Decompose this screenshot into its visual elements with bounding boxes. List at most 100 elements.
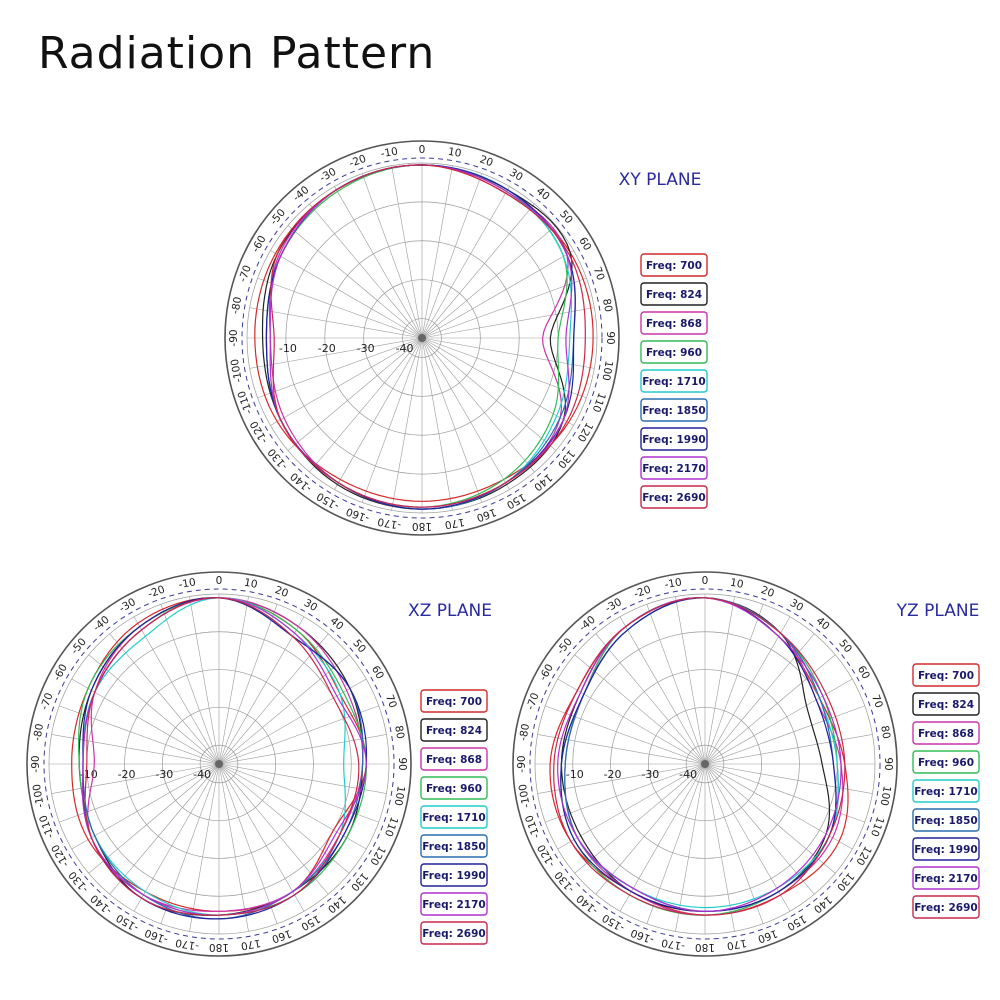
center-hub	[701, 760, 709, 768]
legend-label: Freq: 2170	[914, 873, 977, 885]
angle-tick-label: 70	[591, 265, 607, 282]
outer-ring	[224, 140, 620, 536]
legend-box	[420, 776, 488, 800]
grid-spoke	[160, 763, 220, 924]
legend-box	[640, 340, 708, 364]
angle-tick-label: 180	[412, 520, 432, 532]
grid-spoke	[257, 277, 423, 339]
outer-ring	[26, 571, 412, 957]
grid-spoke	[270, 250, 423, 339]
series-line	[553, 597, 846, 916]
legend-box	[640, 253, 708, 277]
grid-spoke	[270, 337, 423, 426]
angle-tick-label: 180	[695, 941, 715, 953]
legend-box	[640, 456, 708, 480]
grid-spoke	[59, 705, 220, 765]
legend-box	[912, 779, 980, 803]
grid-spoke	[189, 763, 220, 932]
angle-tick-label: -150	[315, 490, 342, 512]
angle-tick-label: 20	[478, 153, 495, 169]
legend-label: Freq: 1990	[642, 434, 705, 446]
grid-spoke	[646, 604, 706, 765]
angle-tick-label: 120	[367, 844, 387, 867]
angle-tick-label: 140	[531, 471, 554, 493]
legend-label: Freq: 1710	[642, 376, 705, 388]
grid-spoke	[421, 337, 510, 490]
radial-tick-label: -30	[641, 768, 659, 781]
angle-tick-label: 70	[383, 693, 399, 710]
angle-tick-label: 180	[209, 941, 229, 953]
series-line	[564, 597, 840, 909]
legend-label: Freq: 2690	[642, 492, 705, 504]
legend-box	[420, 805, 488, 829]
grid-spoke	[218, 763, 367, 850]
radial-tick-label: -20	[118, 768, 136, 781]
angle-tick-label: -70	[237, 264, 254, 284]
legend-box	[640, 311, 708, 335]
grid-spoke	[421, 337, 595, 369]
legend-label: Freq: 824	[918, 699, 974, 711]
grid-spoke	[421, 186, 510, 339]
legend-box	[640, 282, 708, 306]
legend-label: Freq: 1850	[642, 405, 705, 417]
radial-tick-label: -40	[679, 768, 697, 781]
grid-spoke	[421, 337, 557, 451]
grid-spoke	[421, 165, 453, 339]
legend-box	[420, 834, 488, 858]
angle-tick-label: 100	[599, 360, 614, 382]
angle-tick-label: 60	[576, 235, 593, 253]
angle-tick-label: 170	[240, 937, 262, 952]
legend-box	[912, 721, 980, 745]
grid-spoke	[421, 337, 535, 473]
legend-label: Freq: 2690	[914, 902, 977, 914]
legend-box	[420, 747, 488, 771]
angle-tick-label: -80	[517, 723, 532, 742]
series-line	[270, 164, 586, 508]
angle-tick-label: -90	[516, 755, 528, 772]
legend-box	[912, 866, 980, 890]
legend-box	[912, 837, 980, 861]
grid-spoke	[71, 678, 220, 765]
grid-spoke	[704, 763, 853, 850]
angle-tick-label: 130	[348, 870, 370, 893]
grid-spoke	[218, 596, 249, 765]
center-hub	[418, 334, 426, 342]
angle-tick-label: 0	[419, 144, 426, 156]
angle-tick-label: -80	[229, 296, 244, 315]
legend-label: Freq: 1710	[422, 812, 485, 824]
grid-spoke	[218, 763, 305, 912]
angle-tick-label: 80	[600, 298, 614, 313]
grid-spoke	[545, 763, 706, 823]
grid-spoke	[109, 763, 220, 895]
angle-tick-label: -10	[664, 576, 683, 591]
angle-tick-label: -100	[229, 358, 245, 384]
series-line	[560, 597, 837, 912]
reference-ring	[43, 588, 395, 940]
grid-spoke	[619, 616, 706, 765]
grid-spoke	[421, 173, 483, 339]
legend-label: Freq: 2170	[422, 899, 485, 911]
grid-spoke	[249, 337, 423, 369]
radial-tick-label: -20	[604, 768, 622, 781]
radial-tick-label: -20	[318, 342, 336, 355]
grid-spoke	[218, 763, 249, 932]
angle-tick-label: 100	[878, 785, 893, 807]
grid-circle	[647, 706, 763, 822]
grid-spoke	[704, 734, 873, 765]
legend-box	[912, 663, 980, 687]
legend-label: Freq: 1850	[914, 815, 977, 827]
angle-tick-label: -40	[577, 614, 598, 634]
legend-box	[640, 485, 708, 509]
grid-spoke	[361, 173, 423, 339]
angle-tick-label: 30	[507, 167, 525, 184]
angle-tick-label: 10	[447, 146, 462, 160]
grid-spoke	[334, 337, 423, 490]
grid-spoke	[334, 186, 423, 339]
plane-title: XY PLANE	[619, 170, 702, 190]
grid-spoke	[421, 225, 557, 339]
angle-tick-label: -150	[600, 911, 627, 933]
grid-spoke	[704, 654, 836, 765]
series-line	[82, 597, 368, 920]
legend-label: Freq: 1850	[422, 841, 485, 853]
grid-spoke	[218, 616, 305, 765]
